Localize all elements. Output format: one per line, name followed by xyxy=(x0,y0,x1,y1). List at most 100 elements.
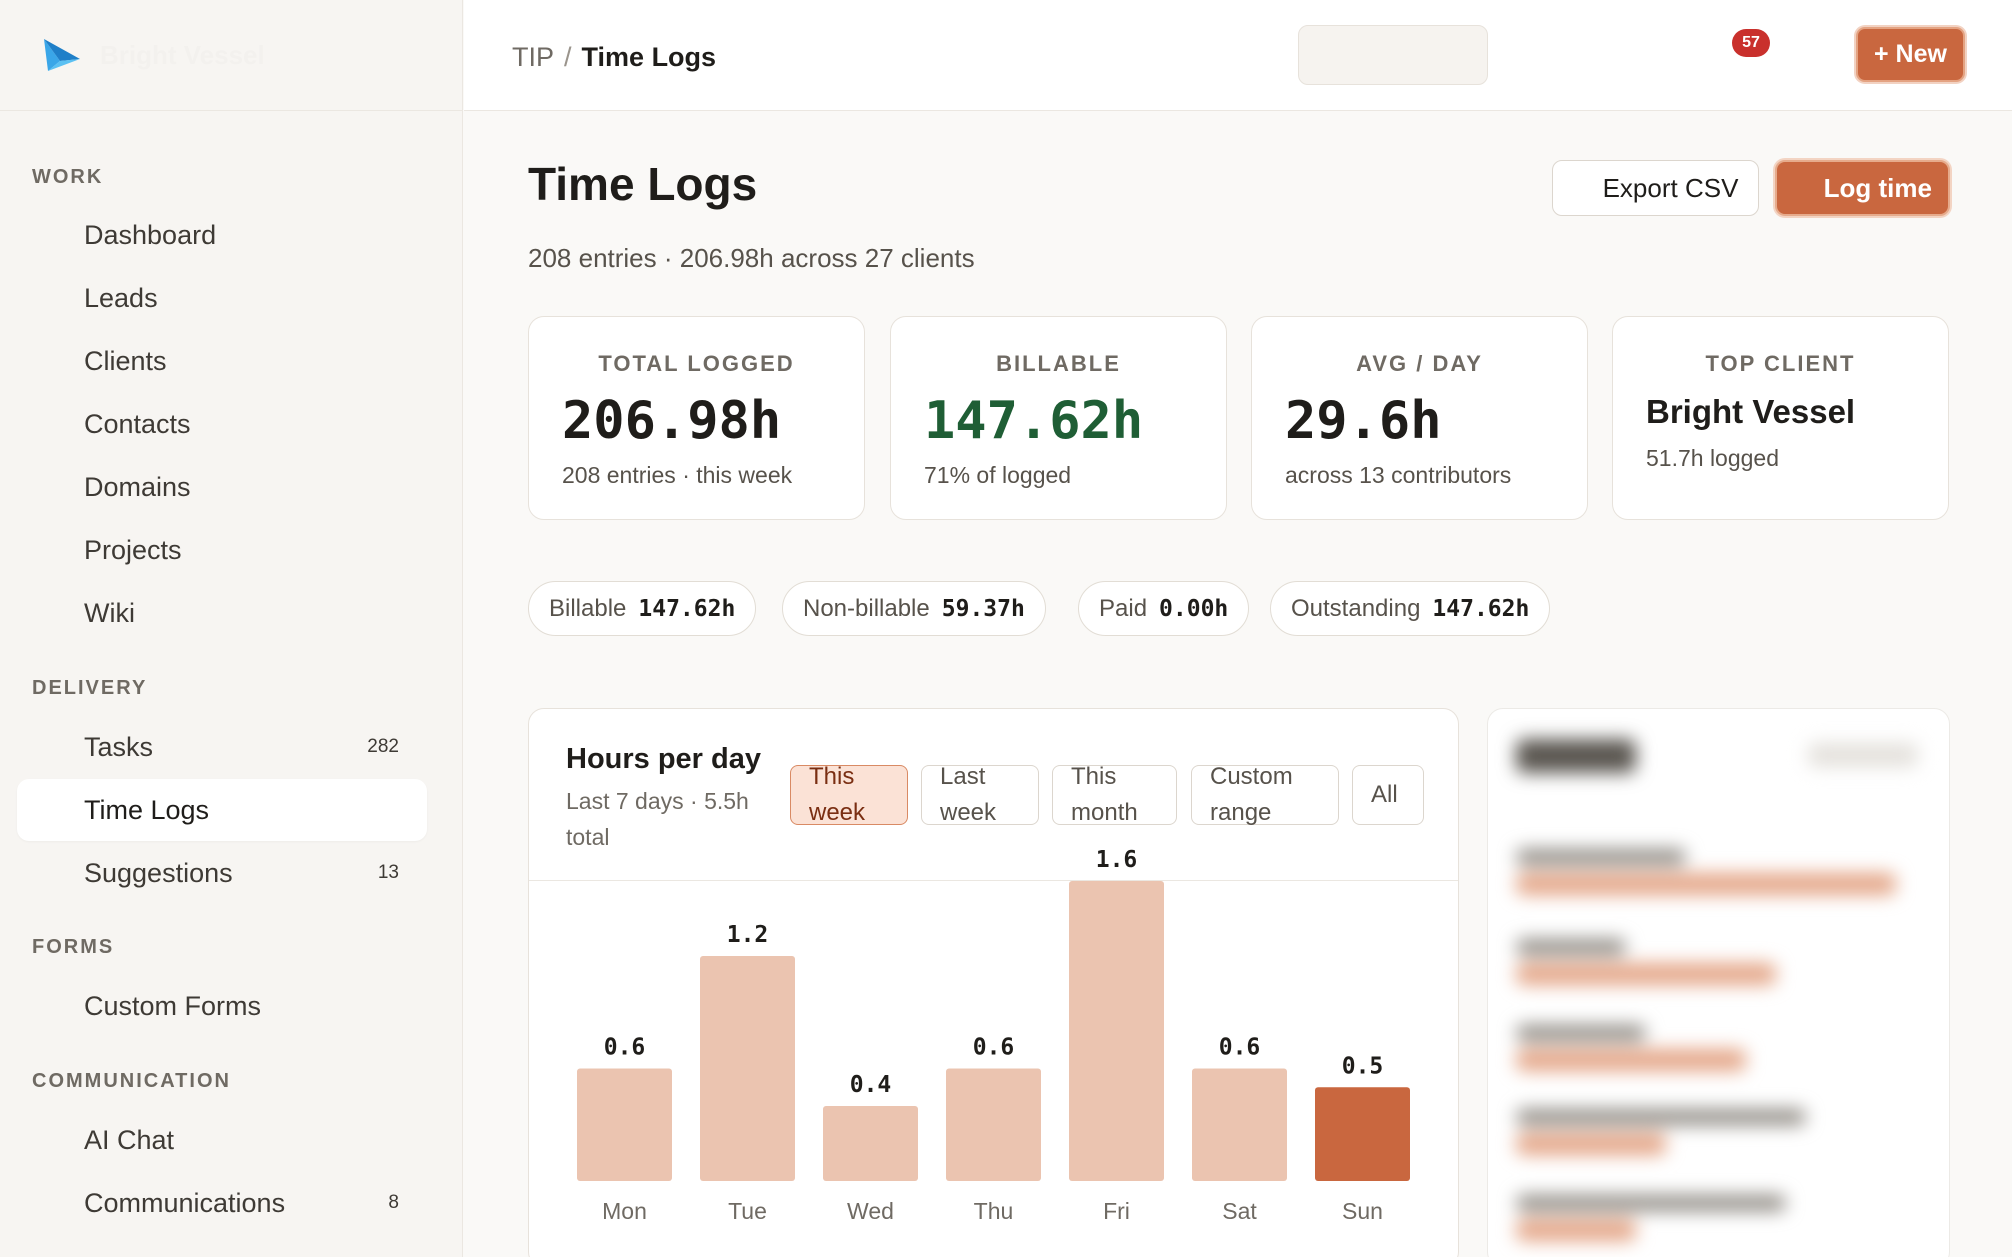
x-tick-label: Mon xyxy=(602,1198,647,1224)
stat-value: 206.98h xyxy=(562,391,782,451)
sidebar-item-label: Tasks xyxy=(84,731,154,762)
paper-plane-icon xyxy=(44,39,80,71)
brand[interactable]: Bright Vessel xyxy=(0,0,462,111)
sidebar-item-time-logs[interactable]: Time Logs xyxy=(17,779,427,841)
sidebar-item-label: Custom Forms xyxy=(84,990,262,1021)
tab-custom-range[interactable]: Custom range xyxy=(1191,763,1339,826)
sidebar-item-contacts[interactable]: Contacts xyxy=(17,393,427,455)
sidebar-item-dashboard[interactable]: Dashboard xyxy=(17,204,427,266)
tasks-count-badge: 282 xyxy=(367,736,399,757)
sidebar-item-label: Communications xyxy=(84,1187,286,1218)
sidebar-item-label: Contacts xyxy=(84,408,191,439)
sidebar-item-label: Domains xyxy=(84,471,191,502)
bar-chart: 0.6 Mon 1.2 Tue 0.4 Wed 0.6 Thu 1.6 Fri 0.6 Sat 0.5 S… xyxy=(577,847,1410,1224)
sidebar-item-label: Dashboard xyxy=(84,219,217,250)
sidebar-item-label: Leads xyxy=(84,282,158,313)
breadcrumb-root[interactable]: TIP xyxy=(512,42,555,72)
bar-value-label: 0.5 xyxy=(1342,1053,1384,1079)
chart-subtitle: Last 7 days · 5.5h total xyxy=(566,788,749,850)
stat-note: across 13 contributors xyxy=(1285,462,1512,488)
sidebar-item-label: Clients xyxy=(84,345,167,376)
sidebar-item-tasks[interactable]: Tasks 282 xyxy=(17,716,427,778)
log-time-button[interactable]: Log time xyxy=(1775,160,1950,216)
sidebar-item-label: Suggestions xyxy=(84,857,233,888)
topbar: TIP / Time Logs 57 + New xyxy=(464,0,2012,111)
bar-value-label: 1.2 xyxy=(727,922,769,948)
sidebar-item-suggestions[interactable]: Suggestions 13 xyxy=(17,842,427,904)
sidebar-item-wiki[interactable]: Wiki xyxy=(17,582,427,644)
tab-this-week[interactable]: This week xyxy=(790,763,908,826)
pill-label: Paid xyxy=(1099,594,1148,622)
x-tick-label: Tue xyxy=(728,1198,767,1224)
tab-all[interactable]: All xyxy=(1352,765,1424,825)
sidebar-item-communications[interactable]: Communications 8 xyxy=(17,1172,427,1234)
bar-mon[interactable] xyxy=(577,1068,672,1182)
x-tick-label: Sat xyxy=(1222,1198,1257,1224)
pill-value: 147.62h xyxy=(638,595,736,622)
hours-per-day-panel: Hours per day Last 7 days · 5.5h total T… xyxy=(528,708,1459,1257)
stat-note: 71% of logged xyxy=(924,462,1072,488)
stat-card-billable: BILLABLE 147.62h 71% of logged xyxy=(890,316,1227,520)
sidebar-item-domains[interactable]: Domains xyxy=(17,456,427,518)
stat-label: TOP CLIENT xyxy=(1705,351,1856,376)
nav-section-delivery: DELIVERY xyxy=(32,677,148,699)
sidebar: Bright Vessel WORK Dashboard Leads Clien… xyxy=(0,0,463,1257)
stat-label: TOTAL LOGGED xyxy=(598,351,795,376)
notification-badge[interactable]: 57 xyxy=(1732,29,1770,57)
sidebar-item-clients[interactable]: Clients xyxy=(17,330,427,392)
bar-thu[interactable] xyxy=(946,1068,1041,1182)
pill-value: 147.62h xyxy=(1432,595,1530,622)
bar-value-label: 0.6 xyxy=(973,1035,1015,1061)
tab-last-week[interactable]: Last week xyxy=(921,763,1039,826)
bar-wed[interactable] xyxy=(823,1106,918,1181)
sidebar-item-custom-forms[interactable]: Custom Forms xyxy=(17,975,427,1037)
bar-value-label: 0.6 xyxy=(1219,1035,1261,1061)
bar-value-label: 0.4 xyxy=(850,1072,892,1098)
breadcrumb-separator: / xyxy=(564,42,572,72)
pill-label: Non-billable xyxy=(803,594,930,622)
stat-label: BILLABLE xyxy=(996,351,1121,376)
bar-fri[interactable] xyxy=(1069,881,1164,1181)
stat-value: Bright Vessel xyxy=(1646,393,1856,430)
breadcrumb: TIP / Time Logs xyxy=(512,42,716,73)
summary-pill-paid: Paid 0.00h xyxy=(1078,581,1250,636)
blurred-side-panel xyxy=(1487,708,1950,1257)
x-tick-label: Thu xyxy=(974,1198,1014,1224)
stat-note: 208 entries · this week xyxy=(562,462,793,488)
x-tick-label: Sun xyxy=(1342,1198,1383,1224)
nav-section-forms: FORMS xyxy=(32,936,115,958)
bar-sat[interactable] xyxy=(1192,1068,1287,1182)
new-button[interactable]: + New xyxy=(1856,27,1965,82)
search-input[interactable] xyxy=(1298,25,1488,85)
stat-value: 147.62h xyxy=(924,391,1144,451)
pill-label: Billable xyxy=(549,594,627,622)
nav-section-communication: COMMUNICATION xyxy=(32,1070,231,1092)
export-csv-button[interactable]: Export CSV xyxy=(1552,160,1759,216)
stat-card-avg-day: AVG / DAY 29.6h across 13 contributors xyxy=(1251,316,1588,520)
page-subtitle: 208 entries · 206.98h across 27 clients xyxy=(528,243,975,273)
sidebar-item-label: Wiki xyxy=(84,597,135,628)
tab-this-month[interactable]: This month xyxy=(1052,763,1177,826)
sidebar-item-label: AI Chat xyxy=(84,1124,175,1155)
page-title: Time Logs xyxy=(528,158,758,210)
bar-tue[interactable] xyxy=(700,956,795,1181)
x-tick-label: Wed xyxy=(847,1198,894,1224)
pill-value: 59.37h xyxy=(941,595,1025,622)
nav-section-work: WORK xyxy=(32,166,104,188)
communications-count-badge: 8 xyxy=(388,1192,399,1213)
pill-label: Outstanding xyxy=(1291,594,1421,622)
stat-label: AVG / DAY xyxy=(1356,351,1483,376)
sidebar-item-projects[interactable]: Projects xyxy=(17,519,427,581)
summary-pill-outstanding: Outstanding 147.62h xyxy=(1270,581,1551,636)
blurred-content xyxy=(1488,709,1949,1257)
sidebar-item-ai-chat[interactable]: AI Chat xyxy=(17,1109,427,1171)
stat-card-total-logged: TOTAL LOGGED 206.98h 208 entries · this … xyxy=(528,316,865,520)
bar-value-label: 1.6 xyxy=(1096,847,1138,873)
breadcrumb-current: Time Logs xyxy=(581,42,717,72)
sidebar-item-label: Projects xyxy=(84,534,182,565)
stat-note: 51.7h logged xyxy=(1646,445,1780,471)
pill-value: 0.00h xyxy=(1159,595,1229,622)
bar-sun[interactable] xyxy=(1315,1087,1410,1181)
x-tick-label: Fri xyxy=(1103,1198,1130,1224)
sidebar-item-leads[interactable]: Leads xyxy=(17,267,427,329)
